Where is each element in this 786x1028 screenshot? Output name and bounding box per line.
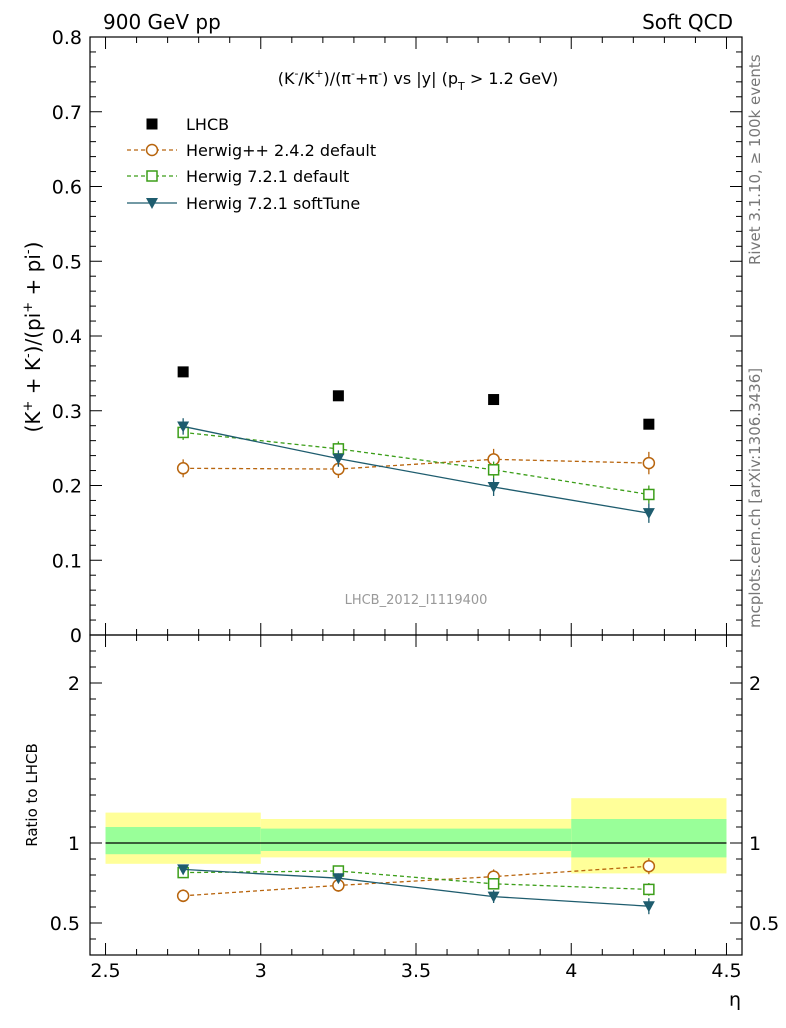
- legend-item-softtune: Herwig 7.2.1 softTune: [127, 194, 360, 213]
- main-point-herwigpp: [176, 462, 190, 475]
- main-point-softtune: [177, 421, 190, 433]
- ratio-xtick-label: 2.5: [90, 960, 120, 982]
- analysis-id: LHCB_2012_I1119400: [345, 593, 488, 608]
- ratio-ytick-label-left: 2: [68, 673, 80, 695]
- ratio-point-herwigpp: [642, 859, 656, 873]
- main-ytick-label: 0.8: [52, 27, 82, 49]
- main-title: (K-/K+)/(π-+π-) vs |y| (pT > 1.2 GeV): [278, 67, 559, 93]
- main-ytick-label: 0.2: [52, 476, 82, 498]
- ratio-xtick-label: 4.5: [711, 960, 741, 982]
- main-line-herwig721: [183, 431, 649, 496]
- legend-item-herwigpp: Herwig++ 2.4.2 default: [127, 141, 376, 160]
- legend-marker-softtune: [146, 198, 158, 209]
- ratio-point-softtune: [487, 891, 500, 903]
- main-series-softtune: [177, 418, 655, 523]
- ratio-point-softtune: [642, 901, 655, 913]
- main-point-herwig721: [487, 464, 500, 476]
- ratio-series-herwigpp: [176, 858, 656, 903]
- legend-marker-herwig721: [146, 170, 158, 182]
- ratio-ylabel: Ratio to LHCB: [23, 743, 41, 847]
- main-point-data: [488, 394, 500, 406]
- legend-label-herwigpp: Herwig++ 2.4.2 default: [186, 141, 376, 160]
- ratio-ytick-label-right: 0.5: [749, 913, 779, 935]
- main-ytick-label: 0.4: [52, 326, 82, 348]
- legend-item-herwig721: Herwig 7.2.1 default: [127, 167, 349, 186]
- main-point-data: [643, 418, 655, 430]
- ratio-point-herwig721: [487, 878, 500, 890]
- legend: LHCB Herwig++ 2.4.2 default Herwig 7.2.1 d…: [127, 115, 376, 213]
- main-point-softtune: [487, 481, 500, 493]
- main-point-herwigpp: [642, 456, 656, 470]
- ratio-xtick-label: 4: [565, 960, 577, 982]
- main-ytick-label: 0.5: [52, 251, 82, 273]
- ratio-point-herwig721: [643, 883, 655, 896]
- ratio-ytick-label-left: 0.5: [50, 913, 80, 935]
- main-point-softtune: [332, 453, 345, 465]
- ratio-line-herwigpp: [183, 865, 649, 897]
- main-point-data: [332, 390, 344, 402]
- ratio-line-herwig721: [183, 870, 649, 891]
- ratio-plot: 0.5 0.5 1 1 2 2 2.5 3 3.5 4 4.5: [50, 634, 779, 982]
- ratio-ytick-label-right: 1: [749, 833, 761, 855]
- ratio-point-softtune: [332, 873, 345, 885]
- ratio-frame: [89, 634, 743, 956]
- main-series-herwigpp: [176, 448, 656, 479]
- ratio-band-inner: [571, 819, 727, 858]
- legend-item-data: LHCB: [146, 115, 229, 134]
- main-ytick-label: 0.3: [52, 401, 82, 423]
- legend-marker-herwigpp: [145, 143, 159, 157]
- main-ytick-label: 0.6: [52, 177, 82, 199]
- ratio-band-inner: [260, 828, 572, 851]
- ratio-point-softtune: [177, 864, 190, 876]
- main-point-softtune: [642, 508, 655, 520]
- legend-label-softtune: Herwig 7.2.1 softTune: [186, 194, 360, 213]
- ratio-ytick-label-left: 1: [68, 833, 80, 855]
- legend-marker-data: [146, 118, 158, 130]
- main-ylabel: (K+ + K-)/(pi+ + pi-): [21, 242, 45, 433]
- header-right: Soft QCD: [642, 10, 733, 34]
- legend-label-data: LHCB: [186, 115, 229, 134]
- ratio-xtick-label: 3.5: [401, 960, 431, 982]
- ratio-band-inner: [105, 827, 261, 855]
- x-axis-label: η: [729, 989, 741, 1011]
- mcplots-label: mcplots.cern.ch [arXiv:1306.3436]: [746, 368, 764, 628]
- ratio-point-herwigpp: [176, 889, 190, 903]
- main-series-data: [177, 366, 655, 430]
- header-left: 900 GeV pp: [103, 10, 221, 34]
- ratio-ytick-label-right: 2: [749, 673, 761, 695]
- ratio-line-softtune: [183, 868, 649, 907]
- main-ytick-label: 0.7: [52, 102, 82, 124]
- main-ytick-label: 0: [70, 625, 82, 647]
- main-point-herwig721: [643, 488, 655, 501]
- main-line-softtune: [183, 425, 649, 514]
- main-plot: 0 0.1 0.2 0.3 0.4 0.5 0.6 0.7 0.8: [52, 27, 743, 647]
- main-ytick-label: 0.1: [52, 550, 82, 572]
- rivet-label: Rivet 3.1.10, ≥ 100k events: [746, 54, 764, 265]
- main-point-data: [177, 366, 189, 378]
- ratio-series-softtune: [177, 864, 655, 915]
- legend-label-herwig721: Herwig 7.2.1 default: [186, 167, 349, 186]
- ratio-xtick-label: 3: [255, 960, 267, 982]
- main-line-herwigpp: [183, 458, 649, 470]
